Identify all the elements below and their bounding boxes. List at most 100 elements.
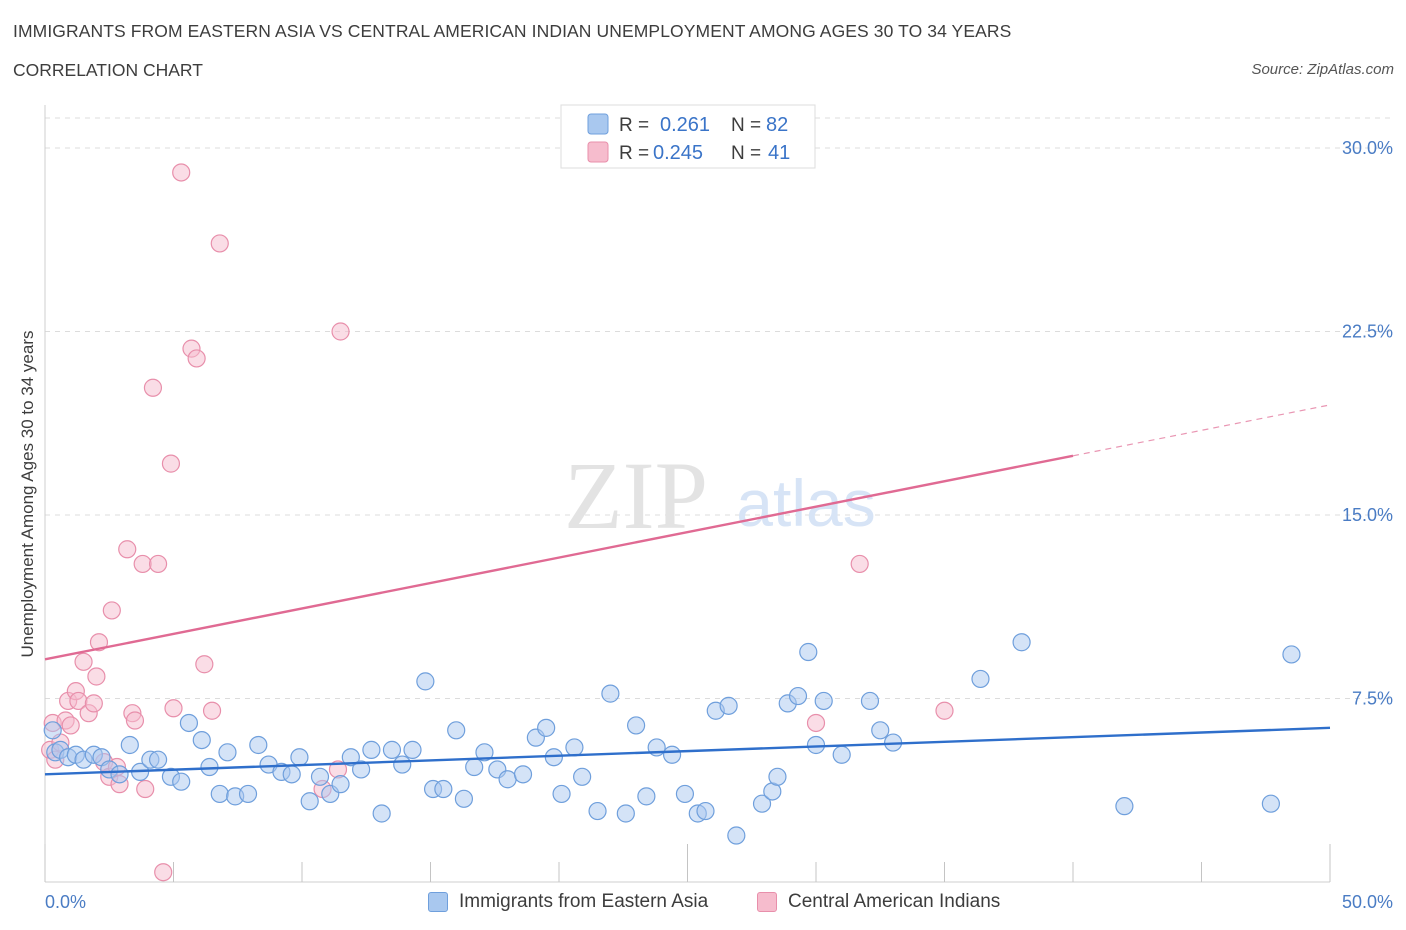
pink-point-39: [806, 713, 826, 733]
blue-point-55: [588, 801, 607, 821]
blue-point-48: [513, 765, 533, 784]
pink-point-16: [102, 601, 121, 620]
legend-n-value-blue: 82: [766, 114, 788, 136]
blue-point-19: [210, 784, 229, 804]
blue-point-39: [416, 672, 435, 691]
blue-point-81: [1012, 633, 1031, 652]
legend-r-value-pink: 0.245: [653, 142, 703, 164]
pink-point-19: [118, 540, 137, 559]
y-axis-label: Unemployment Among Ages 30 to 34 years: [18, 331, 37, 658]
legend-swatch-blue: [587, 113, 609, 135]
blue-point-57: [616, 804, 635, 823]
pink-point-33: [202, 701, 222, 720]
gridlines: [45, 117, 1390, 699]
blue-series-points: [43, 633, 1301, 845]
blue-point-64: [696, 801, 715, 821]
blue-point-75: [814, 691, 833, 711]
y-tick-label-0: 7.5%: [1352, 689, 1393, 709]
blue-point-70: [768, 767, 787, 786]
x-tick-label-min: 0.0%: [45, 892, 86, 912]
blue-point-56: [601, 684, 620, 703]
blue-point-0: [43, 721, 62, 740]
y-tick-label-1: 15.0%: [1342, 505, 1393, 525]
legend-r-value-blue: 0.261: [660, 114, 710, 136]
pink-point-11: [84, 694, 103, 713]
blue-point-77: [860, 691, 880, 711]
x-tick-label-max: 50.0%: [1342, 892, 1393, 912]
blue-point-74: [806, 735, 826, 755]
blue-point-9: [110, 765, 129, 784]
legend-r-label-blue: R =: [619, 115, 649, 136]
pink-point-41: [935, 701, 954, 720]
pink-point-24: [143, 378, 163, 397]
blue-point-37: [393, 755, 412, 774]
pink-point-32: [195, 655, 214, 674]
trend-lines: [44, 404, 1331, 776]
pink-point-23: [136, 779, 155, 799]
blue-point-52: [552, 784, 571, 804]
legend-n-label-blue: N =: [731, 115, 761, 136]
bottom-legend-item-blue: Immigrants from Eastern Asia: [428, 890, 708, 914]
blue-point-10: [120, 735, 139, 755]
blue-point-45: [475, 743, 494, 762]
blue-point-61: [662, 745, 682, 764]
blue-trend-line: [44, 726, 1331, 776]
pink-point-27: [161, 454, 181, 473]
bottom-legend-label-pink: Central American Indians: [788, 891, 1001, 912]
blue-point-22: [238, 784, 258, 804]
pink-point-29: [172, 163, 191, 182]
pink-point-21: [125, 711, 145, 730]
pink-point-22: [133, 554, 152, 574]
blue-point-29: [310, 767, 330, 786]
pink-point-6: [61, 716, 80, 735]
y-tick-label-2: 22.5%: [1342, 322, 1393, 342]
legend-n-value-pink: 41: [768, 142, 790, 164]
bottom-legend-item-pink: Central American Indians: [757, 890, 1000, 914]
blue-point-34: [362, 740, 381, 759]
blue-point-41: [434, 779, 453, 799]
blue-point-72: [788, 686, 808, 706]
blue-point-16: [179, 713, 199, 733]
pink-point-25: [148, 554, 168, 574]
blue-point-53: [565, 738, 584, 757]
blue-point-80: [971, 669, 990, 689]
blue-point-35: [372, 804, 391, 823]
bottom-legend-label-blue: Immigrants from Eastern Asia: [459, 891, 709, 912]
legend-swatch-pink: [587, 141, 609, 163]
pink-point-34: [210, 234, 229, 253]
watermark-atlas: atlas: [736, 466, 875, 540]
blue-point-44: [465, 757, 484, 777]
pink-point-40: [850, 554, 869, 574]
blue-point-62: [675, 784, 695, 804]
blue-point-76: [832, 745, 851, 764]
blue-point-38: [403, 740, 422, 759]
y-tick-label-3: 30.0%: [1342, 138, 1393, 158]
blue-point-23: [249, 735, 268, 755]
blue-point-32: [341, 748, 360, 767]
blue-point-33: [352, 760, 371, 779]
blue-point-17: [192, 730, 211, 750]
blue-point-82: [1115, 797, 1134, 816]
blue-point-67: [727, 826, 746, 845]
pink-point-12: [87, 667, 106, 686]
pink-point-37: [331, 322, 350, 341]
blue-point-54: [573, 767, 592, 786]
pink-trend-line: [44, 454, 1074, 661]
correlation-legend: R = 0.261 N = 82 R = 0.245 N = 41: [560, 104, 816, 169]
chart-subtitle: CORRELATION CHART: [13, 60, 203, 80]
pink-point-28: [164, 699, 183, 718]
pink-point-26: [154, 863, 173, 882]
blue-point-31: [331, 775, 350, 794]
legend-r-label-pink: R =: [619, 143, 649, 164]
blue-point-20: [218, 743, 237, 762]
blue-point-13: [148, 750, 168, 769]
blue-point-50: [537, 718, 556, 737]
watermark: ZIP atlas: [564, 442, 876, 549]
blue-point-43: [454, 789, 474, 808]
bottom-legend-swatch-blue: [428, 892, 448, 912]
watermark-zip: ZIP: [564, 442, 708, 549]
blue-point-83: [1261, 794, 1280, 813]
blue-point-15: [172, 772, 191, 791]
blue-point-78: [871, 721, 890, 740]
